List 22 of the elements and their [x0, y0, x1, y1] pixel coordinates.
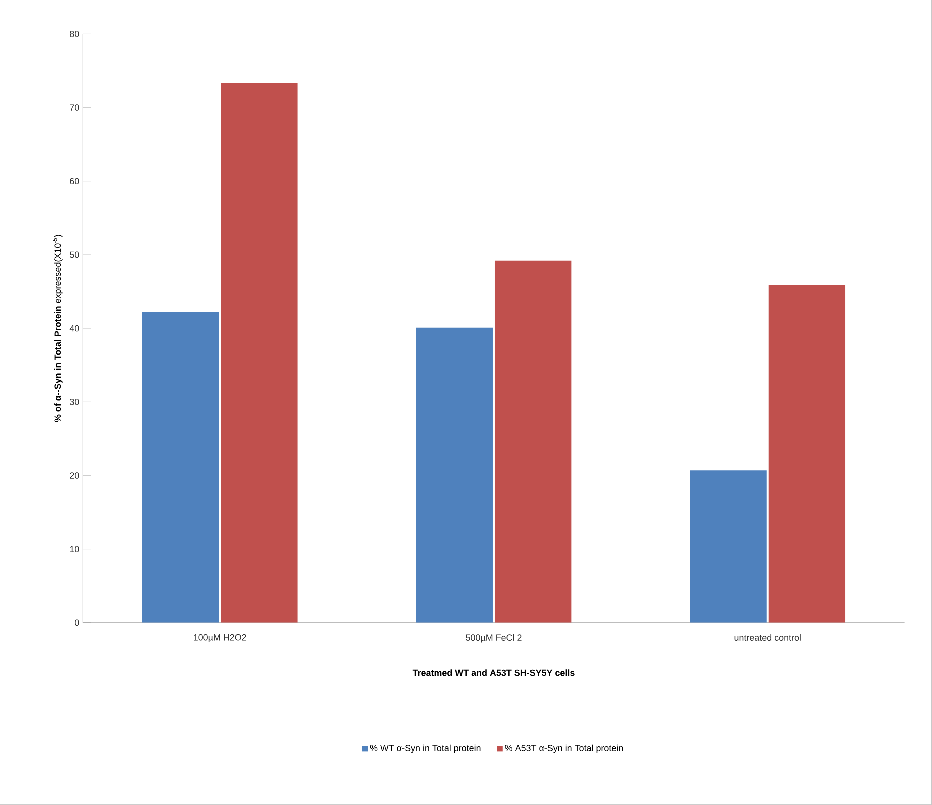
- legend-label: % WT α-Syn in Total protein: [370, 744, 481, 754]
- y-tick-label: 70: [70, 104, 80, 111]
- x-tick-label: untreated control: [734, 634, 801, 642]
- legend-label: % A53T α-Syn in Total protein: [505, 744, 624, 754]
- y-tick-label: 10: [70, 546, 80, 552]
- y-tick-label: 40: [70, 325, 80, 332]
- bar: [690, 470, 767, 623]
- y-tick-label: 60: [70, 178, 80, 185]
- bar: [768, 285, 846, 623]
- bar: [221, 83, 298, 623]
- x-tick-label: 100µM H2O2: [194, 634, 246, 643]
- x-tick-label: 500µM FeCl 2: [466, 634, 522, 643]
- x-axis-title: Treatmed WT and A53T SH-SY5Y cells: [412, 670, 575, 676]
- y-tick-label: 20: [70, 472, 80, 479]
- bar: [494, 260, 572, 623]
- bar: [416, 328, 493, 623]
- y-tick-label: 50: [70, 252, 80, 258]
- y-tick-label: 0: [75, 620, 80, 626]
- y-tick-label: 30: [70, 398, 80, 406]
- bar: [142, 312, 220, 623]
- y-axis-title: % of α--Syn in Total Protein expressed(X10$^{-5}$): [53, 235, 63, 422]
- y-tick-label: 80: [70, 30, 80, 38]
